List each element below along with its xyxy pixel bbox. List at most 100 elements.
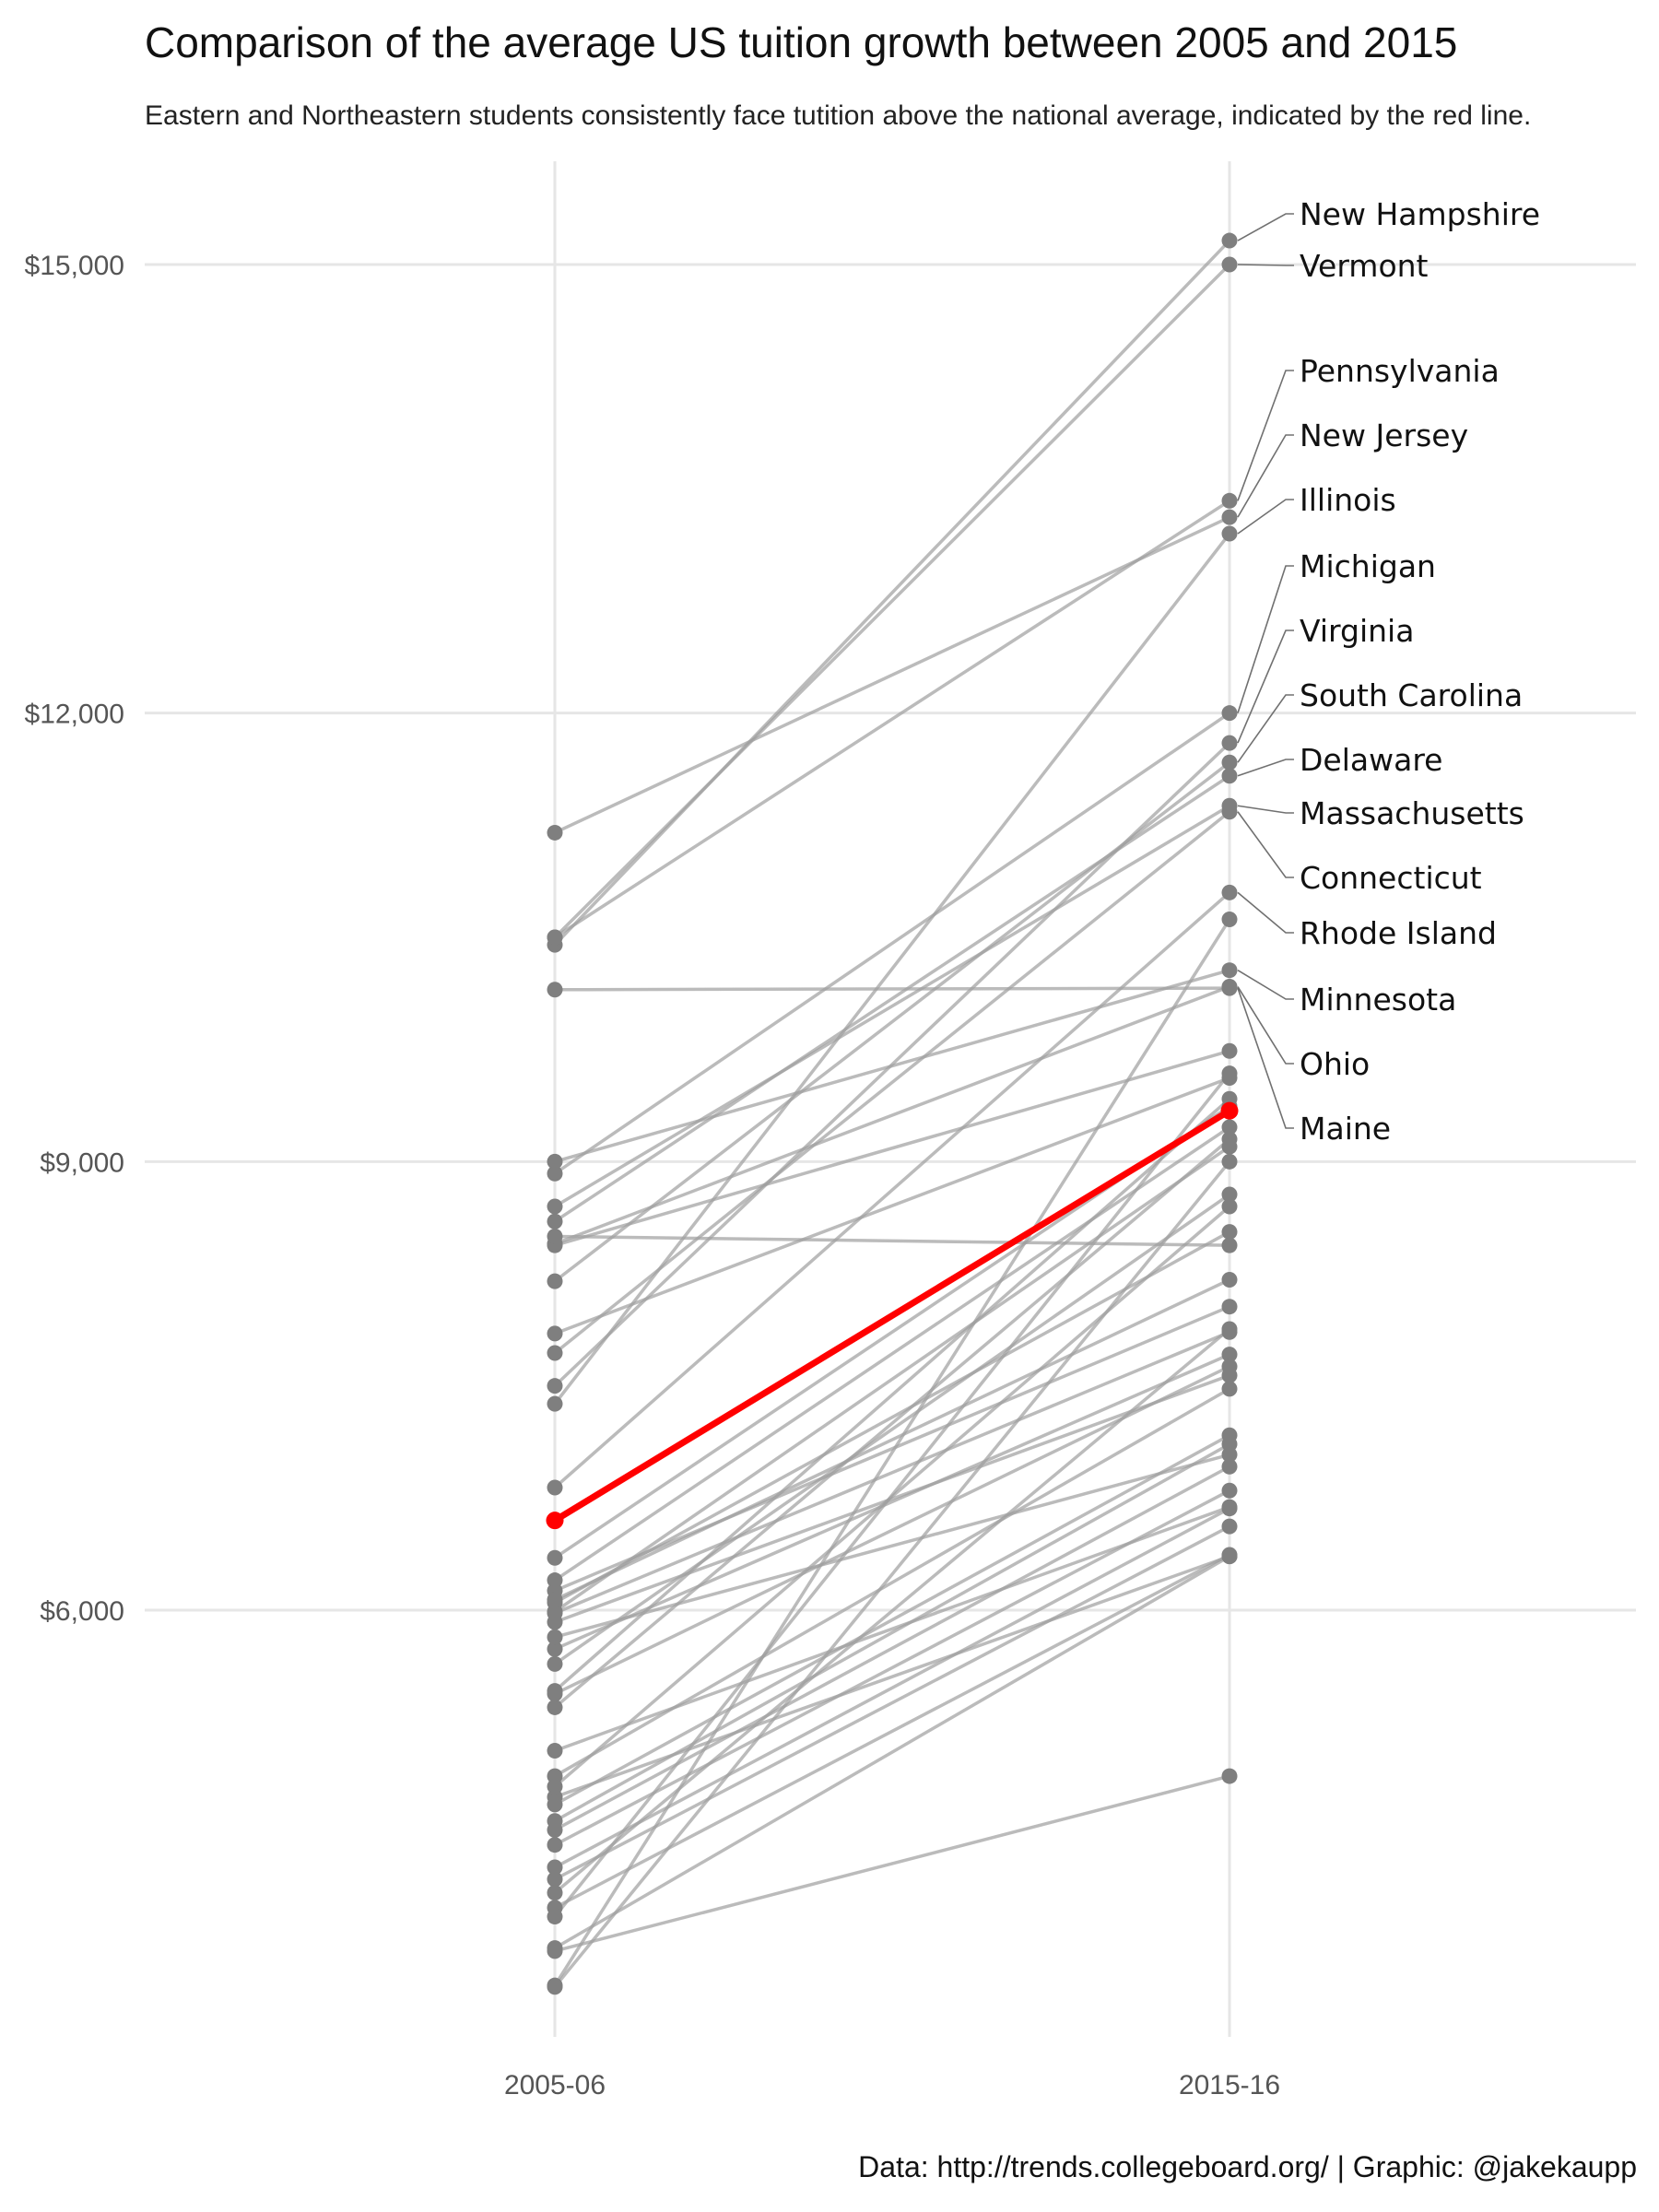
label-leader-line xyxy=(1237,811,1294,878)
state-point-2015 xyxy=(1221,1271,1238,1288)
state-label: Connecticut xyxy=(1300,860,1482,896)
state-line xyxy=(553,1137,1231,1709)
state-point-2015 xyxy=(1221,1153,1238,1170)
state-line xyxy=(554,1553,1230,1910)
state-point-2015 xyxy=(1221,1224,1238,1241)
state-point-2015 xyxy=(1221,912,1238,928)
state-point-2005 xyxy=(547,1345,563,1361)
state-line xyxy=(554,1505,1230,1753)
state-point-2015 xyxy=(1221,1347,1238,1363)
state-line xyxy=(554,1554,1230,1799)
state-label: Ohio xyxy=(1300,1046,1370,1082)
state-point-2005 xyxy=(547,1395,563,1412)
state-point-2015 xyxy=(1221,1119,1238,1135)
y-tick-label: $9,000 xyxy=(40,1147,124,1178)
state-line xyxy=(554,1193,1230,1665)
state-point-2015 xyxy=(1221,509,1238,525)
label-leader-line xyxy=(1237,499,1294,535)
state-line xyxy=(554,515,1230,835)
label-leader-line xyxy=(1237,565,1294,713)
state-point-2015 xyxy=(1221,1482,1238,1499)
state-line xyxy=(554,1277,1230,1602)
state-line xyxy=(554,1488,1230,1847)
state-line xyxy=(554,1330,1230,1615)
state-point-2005 xyxy=(547,982,563,998)
label-leader-line xyxy=(1237,629,1294,744)
state-line xyxy=(554,1453,1230,1639)
state-line xyxy=(553,1097,1231,1692)
state-point-2015 xyxy=(1221,1548,1238,1565)
state-label: Minnesota xyxy=(1300,982,1456,1018)
label-leader-line xyxy=(1237,987,1294,1129)
state-line xyxy=(554,986,1230,992)
state-line xyxy=(554,1373,1230,1624)
state-point-2005 xyxy=(547,1165,563,1182)
state-point-2005 xyxy=(547,929,563,946)
state-line xyxy=(553,1160,1231,1988)
label-leader-line xyxy=(1237,434,1294,518)
state-point-2015 xyxy=(1221,1186,1238,1203)
x-axis-ticks: 2005-06 2015-16 xyxy=(504,2070,1280,2100)
state-label: Rhode Island xyxy=(1300,915,1497,951)
state-point-2015 xyxy=(1221,256,1238,273)
state-line xyxy=(554,1125,1230,1583)
y-tick-label: $15,000 xyxy=(25,251,124,281)
state-point-2005 xyxy=(547,1979,563,1995)
state-point-2015 xyxy=(1221,768,1238,784)
average-line xyxy=(553,1108,1231,1524)
state-point-2015 xyxy=(1221,1381,1238,1397)
state-point-2015 xyxy=(1221,492,1238,509)
x-tick-label: 2005-06 xyxy=(504,2070,606,2100)
state-point-2005 xyxy=(547,1549,563,1566)
state-point-2005 xyxy=(547,1629,563,1645)
state-line xyxy=(554,1305,1230,1593)
state-point-2015 xyxy=(1221,962,1238,979)
state-point-2005 xyxy=(547,1198,563,1215)
state-line xyxy=(554,984,1230,1246)
state-line xyxy=(554,1352,1230,1651)
state-labels: New Hampshire Vermont Pennsylvania New Jers… xyxy=(1237,196,1540,1147)
state-label: Illinois xyxy=(1300,482,1396,518)
label-leader-line xyxy=(1237,370,1294,501)
state-line xyxy=(553,1327,1231,1894)
state-label: Maine xyxy=(1300,1111,1391,1147)
chart-subtitle: Eastern and Northeastern students consis… xyxy=(145,100,1531,131)
state-label: Delaware xyxy=(1300,742,1442,778)
state-label: South Carolina xyxy=(1300,677,1523,713)
label-leader-line xyxy=(1237,891,1294,934)
x-tick-label: 2015-16 xyxy=(1179,2070,1280,2100)
state-line xyxy=(554,1507,1230,1869)
state-point-2005 xyxy=(547,1837,563,1853)
state-line xyxy=(554,969,1230,1164)
state-line xyxy=(553,918,1231,1987)
state-point-2015 xyxy=(1221,804,1238,820)
state-point-2015 xyxy=(1221,980,1238,996)
state-line xyxy=(554,1524,1230,1881)
state-line xyxy=(553,263,1231,939)
state-point-2005 xyxy=(547,1641,563,1657)
state-label: New Jersey xyxy=(1300,418,1468,453)
label-leader-line xyxy=(1237,213,1294,241)
state-label: New Hampshire xyxy=(1300,196,1540,232)
state-line xyxy=(554,1049,1230,1247)
state-point-2015 xyxy=(1221,1065,1238,1082)
state-point-2005 xyxy=(547,1742,563,1759)
state-point-2015 xyxy=(1221,705,1238,722)
state-line xyxy=(554,774,1230,1223)
y-tick-label: $12,000 xyxy=(25,700,124,730)
state-line xyxy=(554,499,1230,939)
state-label: Pennsylvania xyxy=(1300,353,1500,389)
state-line xyxy=(553,810,1231,1355)
average-point xyxy=(546,1512,564,1530)
state-point-2005 xyxy=(547,1228,563,1244)
state-point-2005 xyxy=(547,1592,563,1608)
label-leader-line xyxy=(1237,694,1294,763)
state-point-2015 xyxy=(1221,735,1238,751)
state-point-2005 xyxy=(547,1885,563,1901)
state-point-2005 xyxy=(547,1213,563,1230)
state-point-2005 xyxy=(547,1153,563,1170)
state-point-2005 xyxy=(547,1821,563,1838)
state-line xyxy=(553,1205,1231,1788)
state-point-2015 xyxy=(1221,1499,1238,1515)
